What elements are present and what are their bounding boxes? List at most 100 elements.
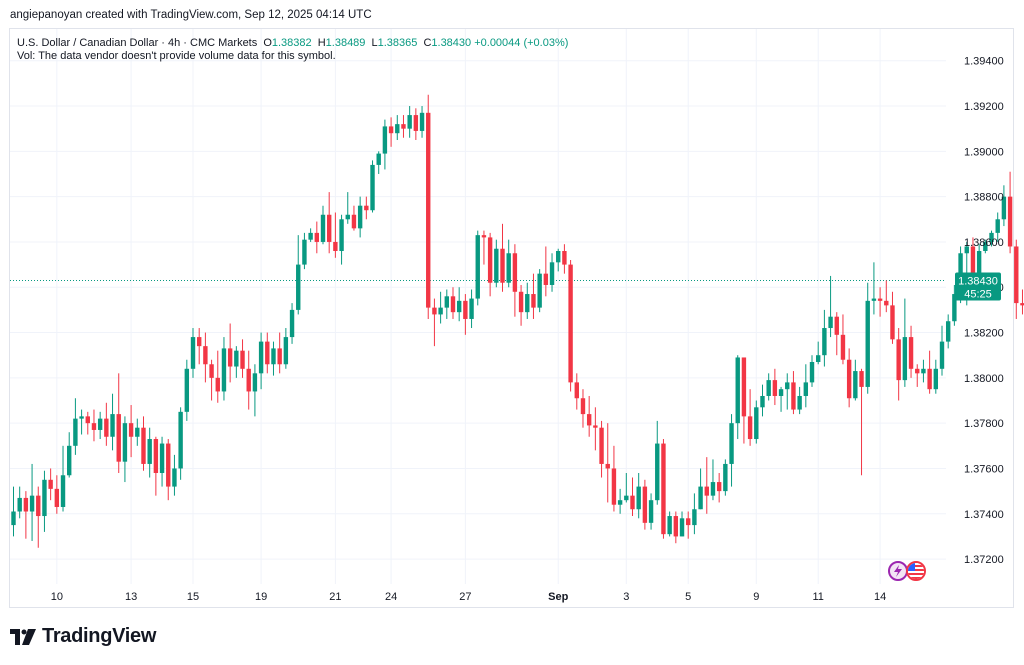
economic-event-icon[interactable]: [888, 561, 908, 581]
tradingview-logo[interactable]: TradingView: [10, 625, 156, 648]
candle: [692, 493, 697, 535]
candle-body: [283, 337, 289, 365]
candle-body: [605, 463, 610, 469]
candle: [945, 314, 951, 349]
candle-body: [970, 246, 976, 283]
candle-body: [642, 486, 648, 523]
candle-body: [549, 262, 555, 285]
candle-body: [17, 497, 22, 512]
candle-body: [989, 232, 994, 242]
candle-body: [289, 309, 295, 338]
candle-body: [580, 398, 586, 415]
candle: [586, 395, 592, 437]
price-tick-label: 1.37800: [964, 418, 1004, 430]
candle: [741, 357, 747, 444]
candle: [716, 473, 722, 503]
candle: [908, 325, 914, 378]
candle: [593, 407, 598, 451]
candle-body: [1007, 196, 1013, 247]
candle: [413, 108, 419, 140]
candle-body: [791, 382, 796, 410]
candle: [562, 244, 567, 274]
candle-body: [537, 273, 542, 308]
candle-body: [401, 124, 406, 129]
candle-body: [36, 495, 41, 517]
candle: [135, 418, 140, 446]
candle-body: [159, 443, 165, 473]
candle-body: [636, 486, 641, 510]
candle-body: [172, 468, 177, 487]
candle-body: [432, 307, 437, 315]
candle-body: [624, 495, 629, 501]
candle: [927, 350, 932, 394]
time-tick-label: 24: [385, 591, 397, 603]
candle: [661, 439, 666, 539]
legend-close-label: C: [423, 37, 432, 49]
candle: [549, 253, 555, 292]
candle: [655, 420, 660, 505]
candle: [896, 328, 901, 401]
candle-body: [104, 418, 109, 437]
time-tick-label: Sep: [548, 591, 568, 603]
candle: [785, 373, 790, 410]
legend-low-value: 1.38365: [377, 37, 418, 49]
candle: [605, 423, 610, 503]
candle: [822, 309, 827, 367]
candle: [884, 280, 889, 313]
candle: [853, 359, 858, 401]
candle: [48, 468, 53, 501]
candle: [543, 246, 549, 297]
candle: [568, 260, 573, 392]
candle: [172, 454, 177, 496]
candle-body: [153, 439, 159, 473]
legend: U.S. Dollar / Canadian Dollar · 4h · CMC…: [17, 35, 568, 51]
legend-close-value: 1.38430: [431, 37, 472, 49]
candle-body: [908, 337, 914, 369]
candle: [444, 289, 449, 319]
us-flag-icon[interactable]: [906, 561, 926, 581]
candle-body: [42, 479, 47, 517]
candle-body: [481, 235, 487, 238]
candle-body: [141, 427, 146, 464]
grid-lines: [10, 29, 946, 584]
candle: [487, 232, 493, 297]
candle: [85, 411, 90, 435]
candle-body: [463, 300, 468, 319]
candle-body: [611, 468, 617, 505]
candle: [1014, 239, 1019, 319]
price-tick-label: 1.39000: [964, 146, 1004, 158]
candle: [345, 192, 350, 224]
time-tick-label: 5: [685, 591, 691, 603]
candle-body: [797, 395, 802, 410]
candle-body: [915, 368, 920, 374]
candle: [469, 289, 474, 329]
candle-body: [475, 235, 480, 299]
candle-body: [853, 371, 858, 399]
candle-body: [983, 241, 988, 251]
price-tick-label: 1.37400: [964, 509, 1004, 521]
candle-body: [890, 305, 895, 340]
candle: [791, 371, 796, 415]
chart-frame[interactable]: [9, 28, 1014, 608]
candle: [351, 205, 357, 231]
candle: [902, 298, 908, 387]
candle-body: [828, 316, 833, 329]
price-tick-label: 1.38600: [964, 237, 1004, 249]
price-tick-label: 1.38800: [964, 192, 1004, 204]
candle: [426, 94, 431, 319]
candle-body: [673, 516, 679, 537]
candle: [283, 328, 289, 369]
candle-body: [438, 307, 443, 315]
candle: [574, 373, 579, 410]
candle-body: [655, 443, 660, 501]
candle: [747, 389, 753, 446]
candle: [203, 332, 208, 383]
candle-body: [778, 389, 784, 396]
candle-body: [568, 264, 573, 383]
candle: [73, 398, 78, 455]
candle-body: [364, 205, 369, 211]
candle: [36, 486, 41, 548]
candle-body: [729, 423, 734, 464]
candle-body: [1001, 196, 1007, 220]
